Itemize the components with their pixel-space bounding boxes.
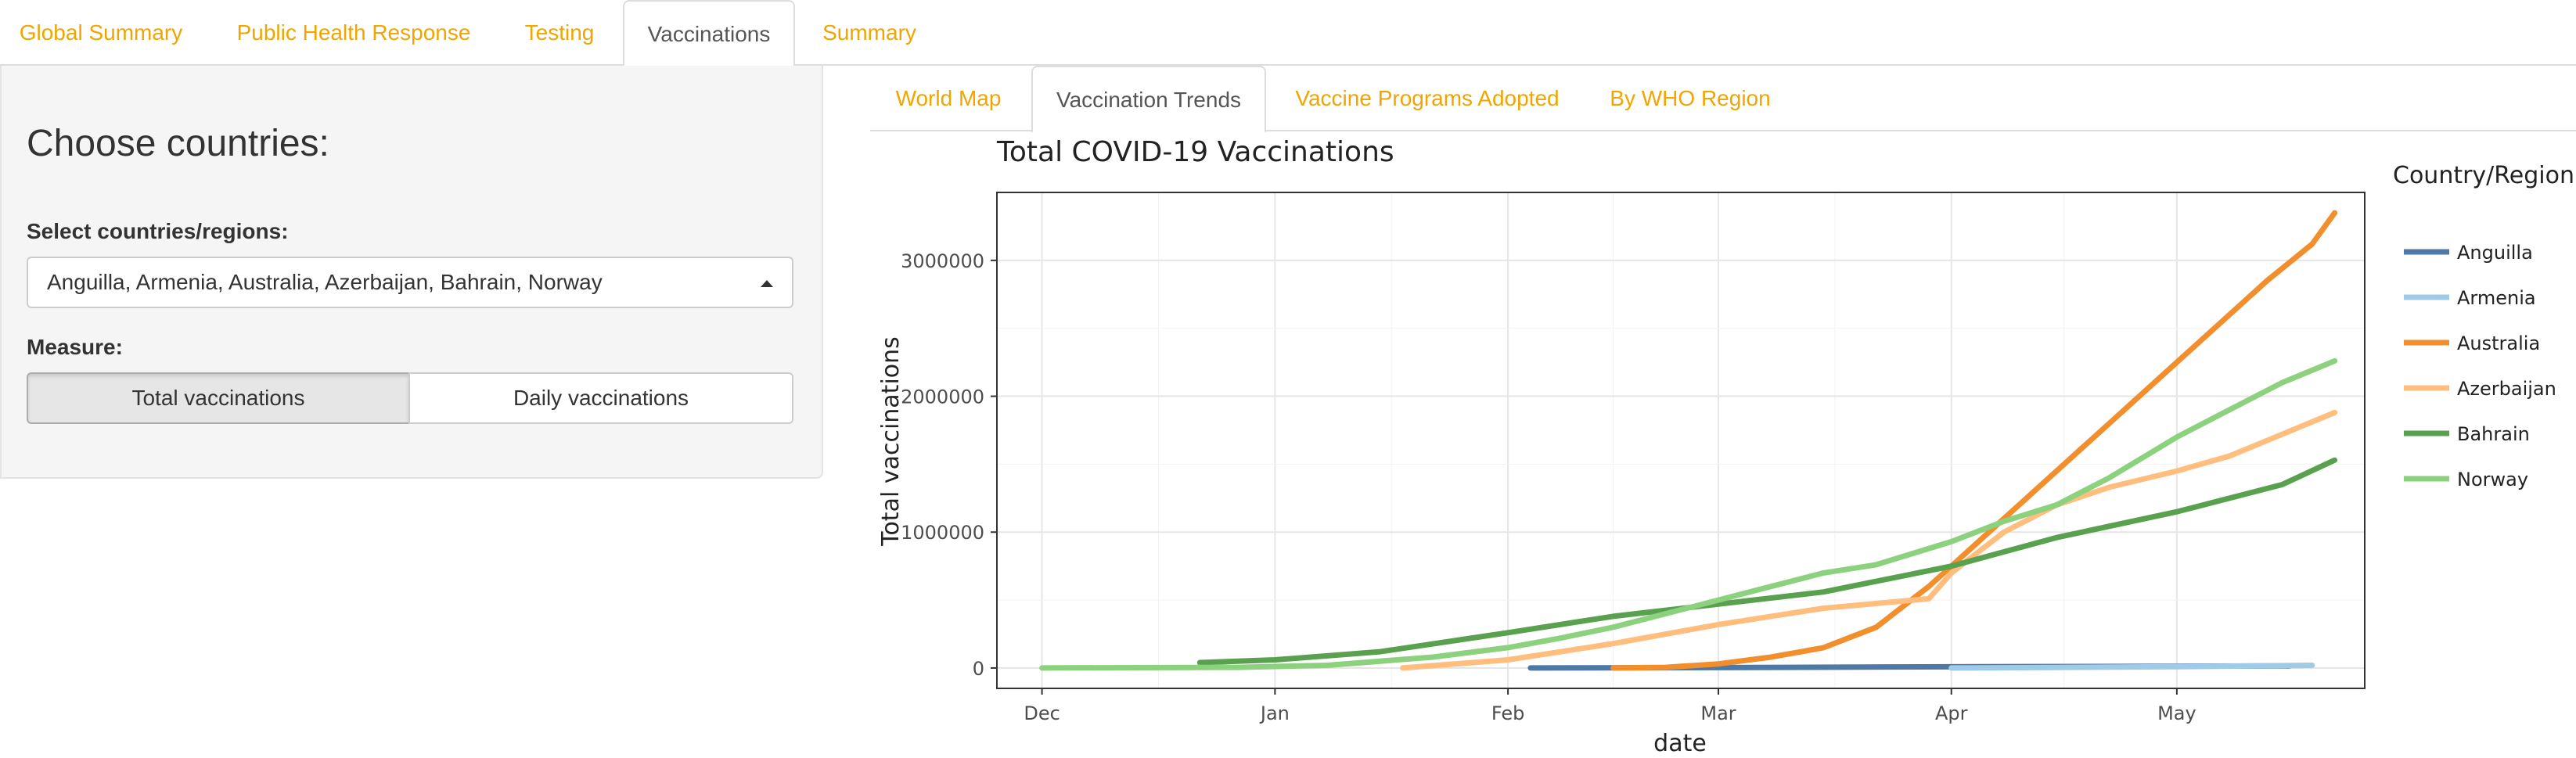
y-axis-title: Total vaccinations [877,336,905,547]
legend-label-anguilla: Anguilla [2457,242,2533,264]
x-tick-label: Apr [1935,702,1968,724]
countries-select-value: Anguilla, Armenia, Australia, Azerbaijan… [47,270,603,294]
legend-label-australia: Australia [2457,332,2540,354]
legend: Anguilla Armenia Australia Azerbaijan Bahrai… [2404,242,2556,490]
x-tick-label: May [2157,702,2196,724]
tab-global-summary[interactable]: Global Summary [19,20,183,45]
series-line-norway [1039,357,2338,671]
tab-vaccination-trends[interactable]: Vaccination Trends [1031,66,1266,133]
series-lines [1039,210,2338,671]
sidebar-panel: Choose countries: Select countries/regio… [0,66,823,479]
y-tick-label: 3000000 [901,250,984,272]
series-line-australia [1610,210,2338,671]
x-tick-label: Feb [1491,702,1525,724]
vaccination-chart: Total COVID-19 Vaccinations Total vaccin… [877,136,2574,757]
measure-label: Measure: [27,335,123,359]
tab-vaccine-programs-adopted[interactable]: Vaccine Programs Adopted [1295,86,1560,110]
legend-label-azerbaijan: Azerbaijan [2457,378,2556,400]
sub-tab-bar: World Map Vaccination Trends Vaccine Pro… [870,66,2576,133]
total-vaccinations-button[interactable]: Total vaccinations [27,372,410,424]
legend-label-armenia: Armenia [2457,287,2536,309]
y-tick-label: 2000000 [901,386,984,408]
sidebar-heading: Choose countries: [27,123,329,164]
daily-vaccinations-button[interactable]: Daily vaccinations [408,372,793,424]
legend-label-norway: Norway [2457,469,2528,490]
legend-title: Country/Region [2393,162,2574,189]
tab-world-map[interactable]: World Map [895,86,1002,110]
x-tick-label: Dec [1024,702,1060,724]
y-tick-label: 0 [973,658,984,680]
measure-toggle-group: Total vaccinations Daily vaccinations [27,372,793,424]
tab-by-who-region[interactable]: By WHO Region [1610,86,1771,110]
caret-up-icon [761,280,773,287]
series-line-azerbaijan [1400,409,2338,671]
main-tab-bar: Global Summary Public Health Response Te… [0,0,2576,67]
tab-testing[interactable]: Testing [524,20,595,45]
select-countries-label: Select countries/regions: [27,219,289,243]
series-line-armenia [1948,663,2315,671]
axis-ticks: Dec Jan Feb Mar Apr May 0 1000000 2000000 3000000 [901,250,2196,724]
legend-label-bahrain: Bahrain [2457,423,2530,445]
countries-select[interactable]: Anguilla, Armenia, Australia, Azerbaijan… [27,257,793,308]
tab-vaccinations[interactable]: Vaccinations [623,0,795,67]
x-tick-label: Jan [1259,702,1290,724]
chart-title: Total COVID-19 Vaccinations [996,136,1394,168]
tab-summary[interactable]: Summary [822,20,916,45]
x-tick-label: Mar [1700,702,1736,724]
grid-lines [997,192,2365,688]
series-line-bahrain [1196,457,2338,666]
y-tick-label: 1000000 [901,522,984,544]
tab-public-health-response[interactable]: Public Health Response [236,20,471,45]
plot-panel [996,192,2366,689]
x-axis-title: date [1653,730,1707,757]
